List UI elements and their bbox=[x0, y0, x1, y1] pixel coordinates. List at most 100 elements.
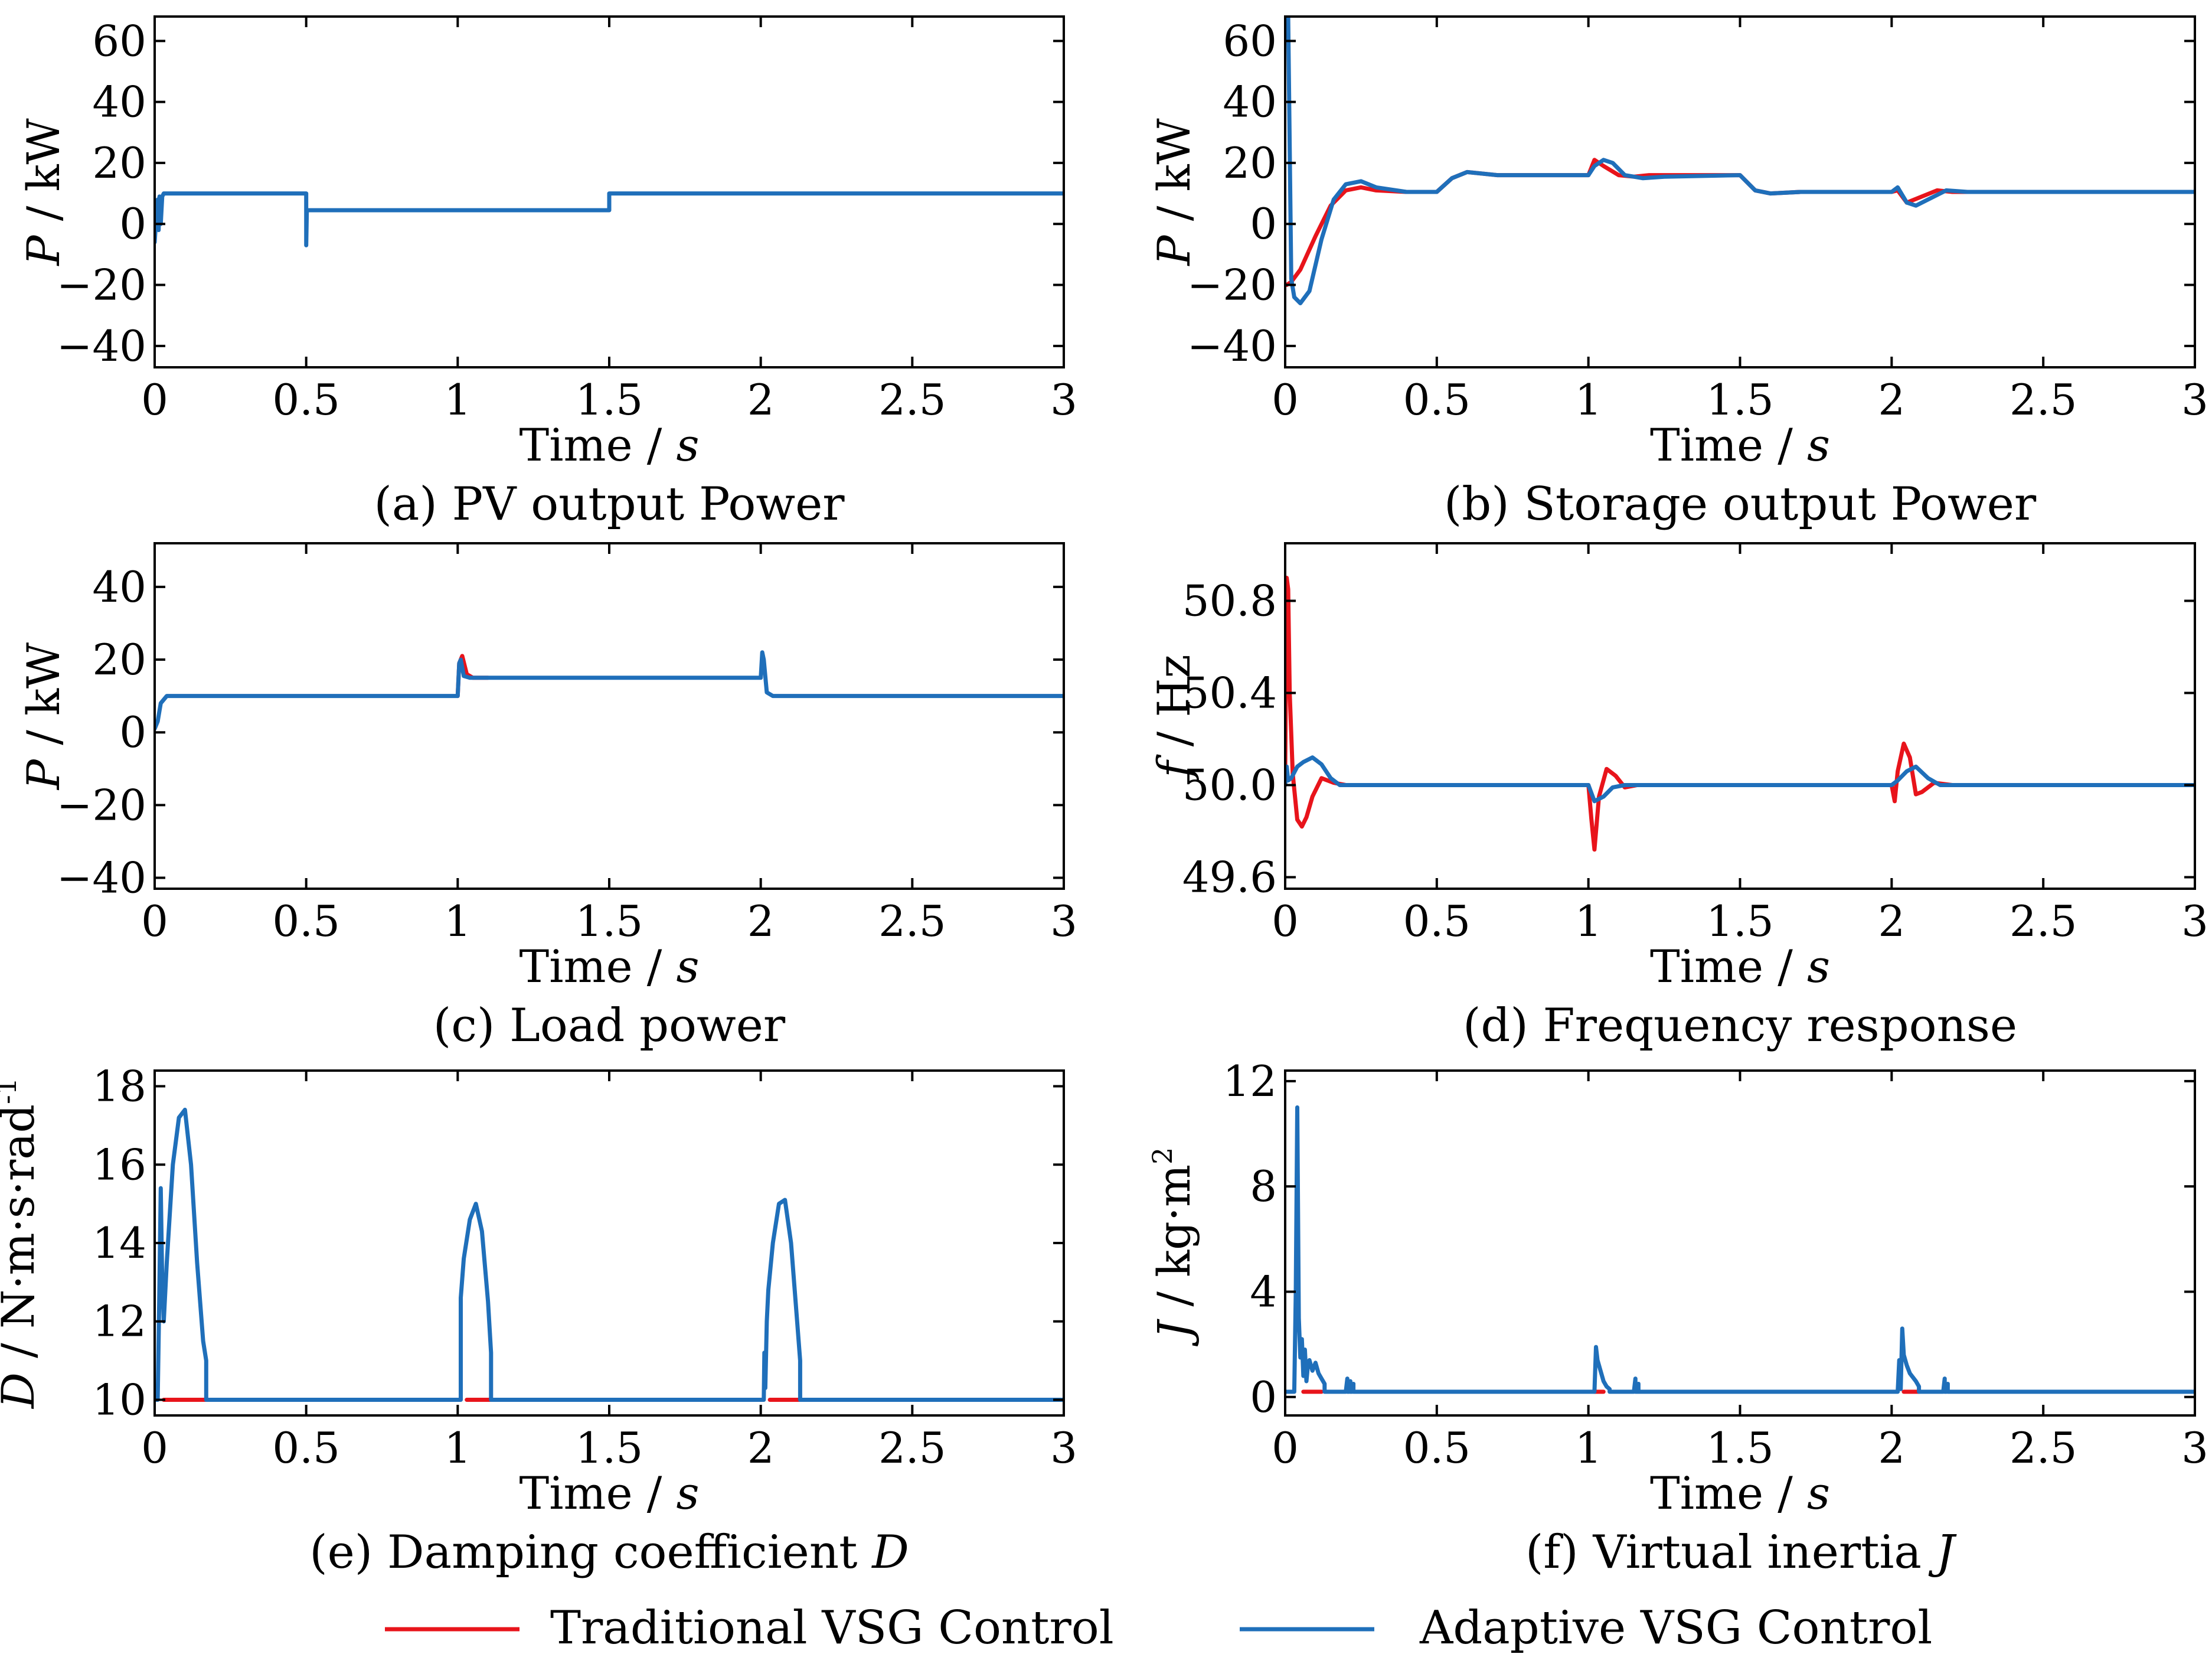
series-line-f-adaptive bbox=[1285, 1105, 2195, 1394]
x-tick-label-d: 2.5 bbox=[2010, 896, 2077, 946]
y-tick-label-b: −40 bbox=[1187, 321, 1277, 371]
y-tick-label-d: 50.8 bbox=[1182, 576, 1277, 626]
x-tick-label-c: 3 bbox=[1050, 896, 1077, 946]
x-tick-label-c: 1 bbox=[444, 896, 471, 946]
y-tick-label-a: 40 bbox=[92, 77, 146, 127]
x-tick-label-d: 1.5 bbox=[1706, 896, 1774, 946]
caption-f: (f) Virtual inertia J bbox=[1525, 1526, 1957, 1579]
x-axis-label-d: Time / s bbox=[1650, 940, 1830, 993]
x-tick-label-c: 2 bbox=[747, 896, 775, 946]
x-tick-label-b: 2 bbox=[1878, 375, 1905, 425]
y-tick-label-f: 8 bbox=[1250, 1162, 1277, 1211]
y-tick-label-e: 16 bbox=[92, 1140, 146, 1189]
x-tick-label-f: 2.5 bbox=[2010, 1423, 2077, 1473]
y-tick-label-c: −20 bbox=[57, 780, 146, 830]
x-tick-label-e: 1 bbox=[444, 1423, 471, 1473]
y-tick-label-a: −40 bbox=[57, 321, 146, 371]
x-tick-label-b: 0 bbox=[1272, 375, 1299, 425]
x-tick-label-e: 3 bbox=[1050, 1423, 1077, 1473]
x-tick-label-f: 0.5 bbox=[1403, 1423, 1471, 1473]
y-tick-label-c: 20 bbox=[92, 635, 146, 684]
x-tick-label-e: 0.5 bbox=[272, 1423, 340, 1473]
x-axis-label-a: Time / s bbox=[519, 419, 700, 471]
series-line-a-adaptive bbox=[155, 191, 1064, 247]
y-axis-label-b: P / kW bbox=[1148, 118, 1200, 266]
y-tick-label-a: 0 bbox=[119, 199, 146, 249]
x-tick-label-b: 2.5 bbox=[2010, 375, 2077, 425]
y-tick-label-e: 18 bbox=[92, 1062, 146, 1111]
y-tick-label-b: 40 bbox=[1223, 77, 1277, 127]
caption-c: (c) Load power bbox=[433, 999, 786, 1052]
y-tick-label-a: 60 bbox=[92, 16, 146, 66]
y-axis-label-e: D / N·m·s·rad-1 bbox=[0, 1078, 44, 1410]
x-axis-label-c: Time / s bbox=[519, 940, 700, 993]
x-tick-label-d: 0 bbox=[1272, 896, 1299, 946]
x-tick-label-e: 0 bbox=[141, 1423, 168, 1473]
x-tick-label-e: 2 bbox=[747, 1423, 775, 1473]
x-tick-label-d: 2 bbox=[1878, 896, 1905, 946]
legend: Traditional VSG Control Adaptive VSG Con… bbox=[385, 1601, 1932, 1655]
y-tick-label-a: −20 bbox=[57, 260, 146, 310]
series-line-c-adaptive bbox=[155, 650, 1064, 731]
x-tick-label-a: 0 bbox=[141, 375, 168, 425]
y-tick-label-d: 49.6 bbox=[1182, 853, 1277, 902]
x-axis-label-b: Time / s bbox=[1650, 419, 1830, 471]
x-tick-label-a: 0.5 bbox=[272, 375, 340, 425]
x-axis-label-e: Time / s bbox=[519, 1467, 700, 1519]
y-axis-label-f: J / kg·m2 bbox=[1146, 1147, 1200, 1347]
y-tick-label-b: 20 bbox=[1223, 138, 1277, 188]
chart-panel-f: 0 0.5 1 1.5 2 2.5 3 0 4 8 12 Time / s (f) Virtual in… bbox=[1146, 1056, 2208, 1579]
x-tick-label-f: 3 bbox=[2181, 1423, 2208, 1473]
x-tick-label-a: 3 bbox=[1050, 375, 1077, 425]
x-tick-label-d: 0.5 bbox=[1403, 896, 1471, 946]
x-tick-label-f: 1.5 bbox=[1706, 1423, 1774, 1473]
y-tick-label-c: −40 bbox=[57, 853, 146, 903]
x-tick-label-f: 2 bbox=[1878, 1423, 1905, 1473]
x-tick-label-a: 2 bbox=[747, 375, 775, 425]
axes-frame-e bbox=[153, 1069, 1065, 1417]
y-tick-label-b: 60 bbox=[1223, 16, 1277, 66]
x-tick-label-a: 2.5 bbox=[878, 375, 946, 425]
y-tick-label-f: 12 bbox=[1223, 1056, 1277, 1106]
x-tick-label-a: 1 bbox=[444, 375, 471, 425]
y-tick-label-e: 12 bbox=[92, 1297, 146, 1346]
caption-d: (d) Frequency response bbox=[1463, 999, 2017, 1052]
series-line-d-adaptive bbox=[1285, 755, 2195, 804]
y-tick-label-e: 10 bbox=[92, 1375, 146, 1424]
y-tick-label-c: 40 bbox=[92, 562, 146, 612]
y-tick-label-e: 14 bbox=[92, 1218, 146, 1268]
y-tick-label-f: 4 bbox=[1250, 1267, 1277, 1316]
x-tick-label-b: 0.5 bbox=[1403, 375, 1471, 425]
x-tick-label-e: 2.5 bbox=[878, 1423, 946, 1473]
y-tick-label-a: 20 bbox=[92, 138, 146, 188]
chart-panel-c: 0 0.5 1 1.5 2 2.5 3 −40 −20 0 20 40 Time / s (c) Load… bbox=[17, 542, 1077, 1052]
y-axis-label-c: P / kW bbox=[17, 642, 70, 791]
x-axis-label-f: Time / s bbox=[1650, 1467, 1830, 1519]
x-tick-label-c: 0 bbox=[141, 896, 168, 946]
x-tick-label-a: 1.5 bbox=[576, 375, 643, 425]
x-tick-label-f: 1 bbox=[1575, 1423, 1602, 1473]
legend-traditional-label: Traditional VSG Control bbox=[550, 1601, 1114, 1655]
series-line-b-adaptive bbox=[1285, 17, 2195, 305]
chart-panel-d: 0 0.5 1 1.5 2 2.5 3 49.6 50.0 50.4 50.8 Time / s (d)… bbox=[1148, 542, 2208, 1052]
x-tick-label-b: 3 bbox=[2181, 375, 2208, 425]
x-tick-label-b: 1 bbox=[1575, 375, 1602, 425]
caption-b: (b) Storage output Power bbox=[1444, 478, 2037, 531]
legend-adaptive-label: Adaptive VSG Control bbox=[1419, 1601, 1932, 1655]
axes-frame-f bbox=[1284, 1069, 2196, 1417]
y-tick-label-b: −20 bbox=[1187, 260, 1277, 310]
y-tick-label-f: 0 bbox=[1250, 1372, 1277, 1422]
y-tick-label-b: 0 bbox=[1250, 199, 1277, 249]
x-tick-label-d: 1 bbox=[1575, 896, 1602, 946]
caption-e: (e) Damping coefficient D bbox=[309, 1526, 909, 1579]
axes-frame-c bbox=[153, 542, 1065, 890]
chart-panel-e: 0 0.5 1 1.5 2 2.5 3 10 12 14 16 18 Time / s (e) Dampi… bbox=[0, 1062, 1077, 1579]
y-axis-label-a: P / kW bbox=[17, 118, 70, 266]
y-tick-label-d: 50.0 bbox=[1182, 761, 1277, 810]
chart-panel-a: 0 0.5 1 1.5 2 2.5 3 −40 −20 0 20 40 60 Time / s (a) PV… bbox=[17, 15, 1077, 531]
x-tick-label-c: 0.5 bbox=[272, 896, 340, 946]
caption-a: (a) PV output Power bbox=[374, 478, 845, 531]
series-line-e-adaptive bbox=[155, 1107, 1064, 1402]
y-tick-label-c: 0 bbox=[119, 707, 146, 757]
